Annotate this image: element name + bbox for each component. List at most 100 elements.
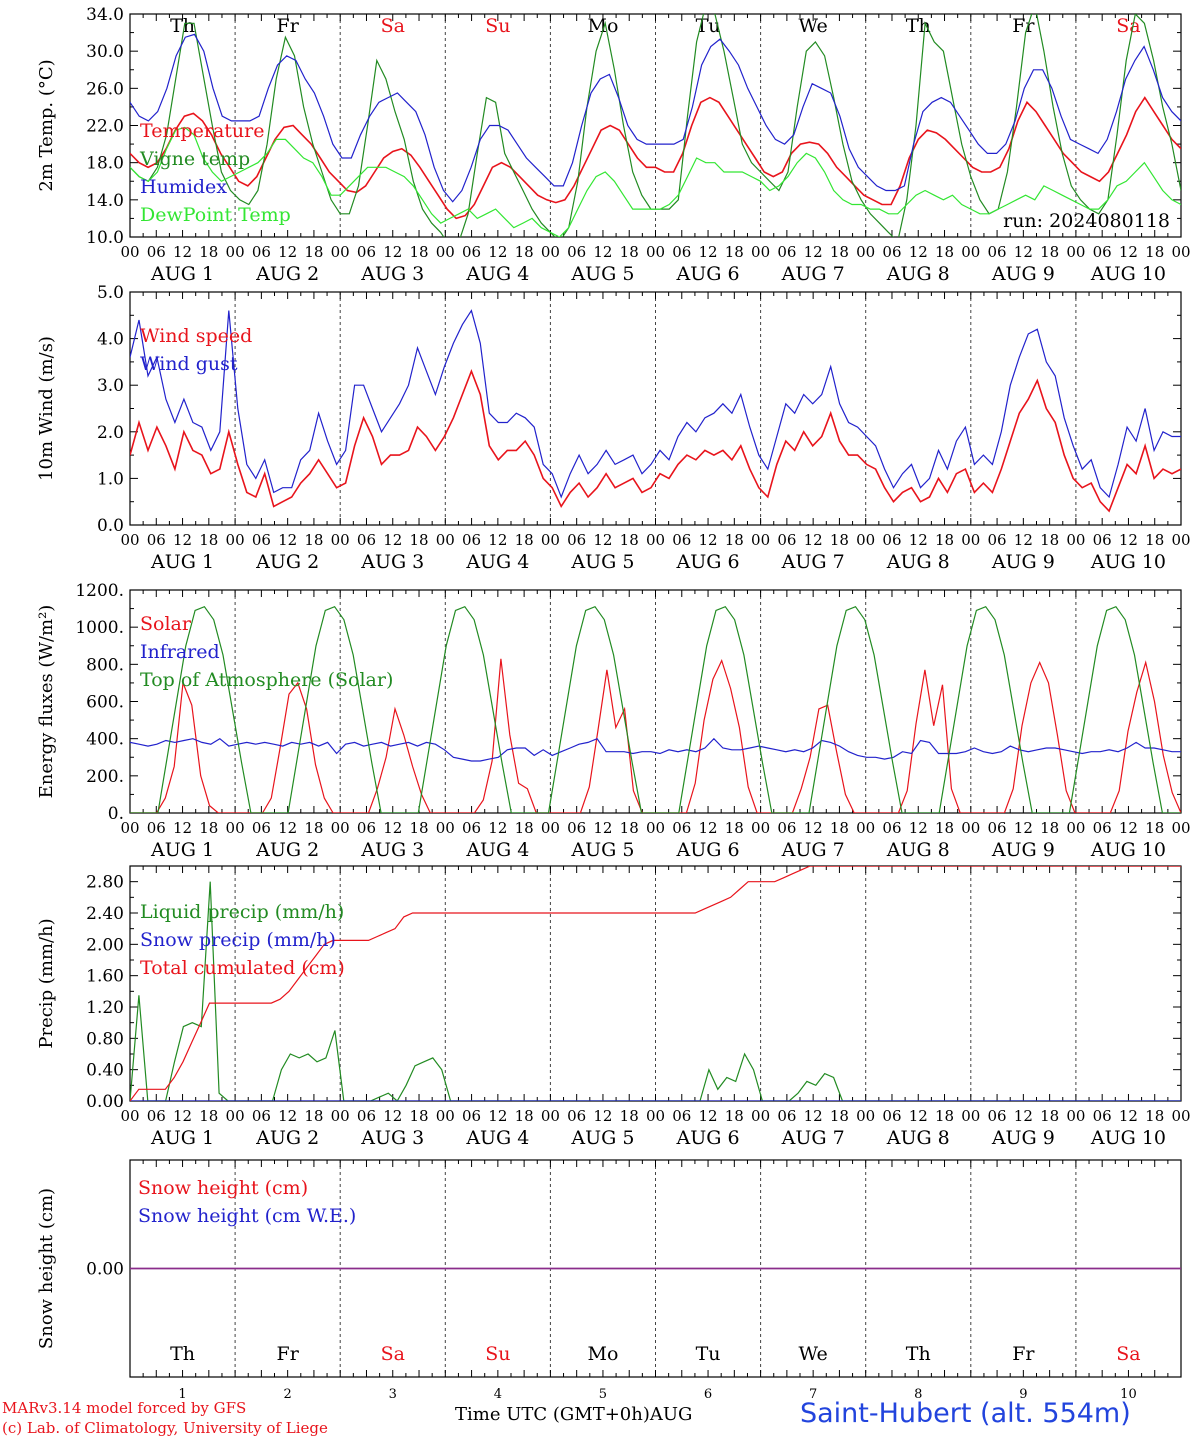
hour-tick-label: 00	[120, 1107, 139, 1125]
hour-tick-label: 18	[304, 243, 323, 261]
hour-tick-label: 00	[331, 1107, 350, 1125]
hour-tick-label: 18	[620, 819, 639, 837]
hour-tick-label: 00	[1066, 531, 1085, 549]
hour-tick-label: 12	[1014, 819, 1033, 837]
day-number: 5	[599, 1387, 607, 1402]
hour-tick-label: 00	[961, 531, 980, 549]
panel-2: 0.0 1.0 2.0 3.0 4.0 5.0 10m Wind (m/s) 00 06 12 18…	[36, 283, 1191, 573]
day-label: AUG 3	[360, 1127, 424, 1149]
day-label: AUG 5	[570, 551, 634, 573]
hour-tick-label: 00	[436, 531, 455, 549]
day-label: AUG 6	[676, 551, 740, 573]
y-tick-label: 18.0	[86, 154, 124, 174]
hour-tick-label: 12	[383, 243, 402, 261]
hour-tick-label: 00	[1066, 819, 1085, 837]
y-tick-label: 30.0	[86, 42, 124, 62]
hour-tick-label: 06	[777, 243, 796, 261]
legend-entry: Vigne temp	[139, 148, 250, 170]
y-axis-title: Energy fluxes (W/m²)	[36, 605, 57, 799]
hour-tick-label: 06	[462, 819, 481, 837]
hour-tick-label: 12	[278, 1107, 297, 1125]
hour-tick-label: 00	[751, 243, 770, 261]
legend-entry: Infrared	[140, 641, 220, 663]
legend-entry: Wind gust	[140, 353, 238, 375]
hour-tick-label: 12	[1119, 531, 1138, 549]
series-line	[130, 126, 1181, 237]
hour-tick-label: 00	[1171, 531, 1190, 549]
hour-tick-label: 06	[567, 1107, 586, 1125]
hour-tick-label: 18	[199, 819, 218, 837]
x-axis-time-label: Time UTC (GMT+0h)	[455, 1404, 650, 1425]
hour-tick-label: 00	[646, 531, 665, 549]
hour-tick-label: 12	[593, 243, 612, 261]
hour-tick-label: 00	[436, 243, 455, 261]
day-label: AUG 3	[360, 263, 424, 285]
hour-tick-label: 06	[1093, 1107, 1112, 1125]
hour-tick-label: 18	[935, 531, 954, 549]
hour-tick-label: 06	[252, 819, 271, 837]
hour-tick-label: 00	[1171, 243, 1190, 261]
series-line	[130, 368, 1181, 513]
y-tick-label: 34.0	[86, 5, 124, 25]
hour-tick-label: 12	[1014, 243, 1033, 261]
hour-tick-label: 00	[331, 243, 350, 261]
day-label: AUG 5	[570, 839, 634, 861]
hour-tick-label: 18	[304, 1107, 323, 1125]
hour-tick-label: 18	[935, 243, 954, 261]
x-axis-label: Time UTC (GMT+0h)AUG	[455, 1404, 692, 1425]
series-line	[130, 96, 1181, 220]
hour-tick-label: 18	[620, 1107, 639, 1125]
hour-tick-label: 00	[120, 819, 139, 837]
hour-tick-label: 12	[699, 243, 718, 261]
hour-tick-label: 06	[462, 531, 481, 549]
hour-tick-label: 12	[173, 531, 192, 549]
hour-tick-label: 18	[199, 531, 218, 549]
day-name: We	[799, 1343, 828, 1365]
x-axis-month-label: AUG	[649, 1404, 693, 1425]
hour-tick-label: 12	[699, 531, 718, 549]
hour-tick-label: 06	[672, 819, 691, 837]
y-tick-label: 200.	[86, 767, 124, 787]
day-name: We	[799, 15, 828, 37]
series-line	[130, 309, 1181, 499]
series-line	[130, 658, 1181, 813]
hour-tick-label: 18	[1145, 531, 1164, 549]
hour-tick-label: 00	[226, 531, 245, 549]
y-tick-label: 2.0	[97, 423, 124, 443]
day-label: AUG 5	[570, 1127, 634, 1149]
hour-tick-label: 18	[1040, 819, 1059, 837]
hour-tick-label: 06	[988, 819, 1007, 837]
hour-tick-label: 12	[488, 1107, 507, 1125]
y-tick-label: 0.00	[86, 1260, 124, 1280]
legend-entry: Humidex	[140, 176, 227, 198]
hour-tick-label: 06	[252, 243, 271, 261]
hour-tick-label: 12	[383, 819, 402, 837]
y-tick-label: 14.0	[86, 191, 124, 211]
day-label: AUG 4	[465, 551, 529, 573]
day-label: AUG 10	[1090, 1127, 1166, 1149]
day-name: Th	[170, 1343, 195, 1365]
hour-tick-label: 00	[541, 819, 560, 837]
day-label: AUG 10	[1090, 551, 1166, 573]
y-tick-label: 1.20	[86, 998, 124, 1018]
hour-tick-label: 18	[409, 819, 428, 837]
hour-tick-label: 18	[725, 531, 744, 549]
hour-tick-label: 18	[1040, 243, 1059, 261]
credit-model: MARv3.14 model forced by GFS	[2, 1399, 247, 1417]
hour-tick-label: 00	[436, 819, 455, 837]
hour-tick-label: 00	[751, 1107, 770, 1125]
hour-tick-label: 18	[409, 243, 428, 261]
day-label: AUG 2	[255, 1127, 319, 1149]
y-tick-label: 600.	[86, 693, 124, 713]
hour-tick-label: 06	[567, 243, 586, 261]
legend-entry: Snow precip (mm/h)	[140, 929, 336, 951]
hour-tick-label: 18	[725, 819, 744, 837]
hour-tick-label: 18	[830, 1107, 849, 1125]
day-label: AUG 9	[991, 839, 1055, 861]
hour-tick-label: 06	[357, 531, 376, 549]
panel-5: 0.00 Snow height (cm) Th Fr Sa Su Mo Tu We Th Fr Sa…	[36, 1159, 1182, 1378]
day-label: AUG 2	[255, 263, 319, 285]
hour-tick-label: 06	[988, 1107, 1007, 1125]
hour-tick-label: 12	[488, 531, 507, 549]
day-label: AUG 1	[150, 263, 214, 285]
